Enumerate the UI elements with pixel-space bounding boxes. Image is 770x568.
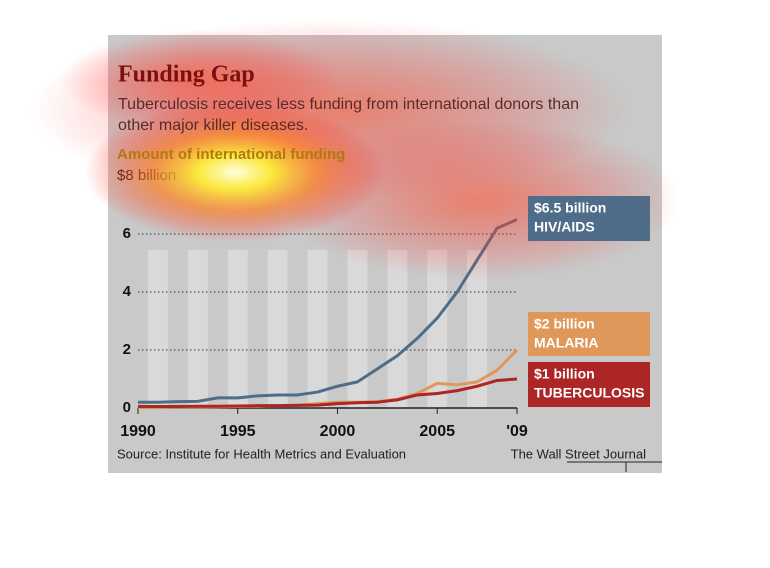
label-box xyxy=(528,196,650,241)
stripe xyxy=(427,250,448,408)
y-tick-label: 4 xyxy=(123,283,132,300)
source: Source: Institute for Health Metrics and… xyxy=(117,446,406,461)
legend-label: HIV/AIDS xyxy=(534,219,595,235)
stripe xyxy=(227,250,248,408)
legend-label: MALARIA xyxy=(534,335,599,351)
subtitle-box: Tuberculosis receives less funding from … xyxy=(118,96,579,134)
x-tick-label: 2005 xyxy=(419,423,455,440)
legend-label: TUBERCULOSIS xyxy=(534,385,644,401)
stripe xyxy=(387,250,408,408)
chart-subtitle: Tuberculosis receives less funding from … xyxy=(118,96,579,134)
x-tick-label: 1990 xyxy=(120,423,156,440)
plot: 0 2 4 6 $8 billion 1990 1995 2000 2005 '09 xyxy=(117,167,528,440)
stripe xyxy=(267,250,288,408)
value-label: $2 billion xyxy=(534,316,595,332)
y-tick-label: 2 xyxy=(123,341,131,358)
stripe xyxy=(307,250,328,408)
value-label: $1 billion xyxy=(534,366,595,382)
credit: The Wall Street Journal xyxy=(511,446,646,461)
x-tick-label: '09 xyxy=(506,423,528,440)
y-tick-label: 0 xyxy=(123,399,131,416)
y-tick-label: $8 billion xyxy=(117,167,176,184)
y-tick-label: 6 xyxy=(123,225,131,242)
stripe xyxy=(467,250,488,408)
chart-title: Funding Gap xyxy=(118,62,255,88)
stripe xyxy=(147,250,168,408)
x-tick-label: 1995 xyxy=(220,423,256,440)
y-axis-label: Amount of international funding xyxy=(117,146,345,163)
stripe xyxy=(187,250,208,408)
value-label: $6.5 billion xyxy=(534,200,606,216)
x-tick-label: 2000 xyxy=(320,423,356,440)
stripe xyxy=(347,250,368,408)
texts: Funding Gap Tuberculosis receives less f… xyxy=(117,62,662,472)
series-line xyxy=(138,218,518,404)
label-box xyxy=(528,362,650,407)
label-box xyxy=(528,312,650,356)
series-line xyxy=(138,377,518,409)
